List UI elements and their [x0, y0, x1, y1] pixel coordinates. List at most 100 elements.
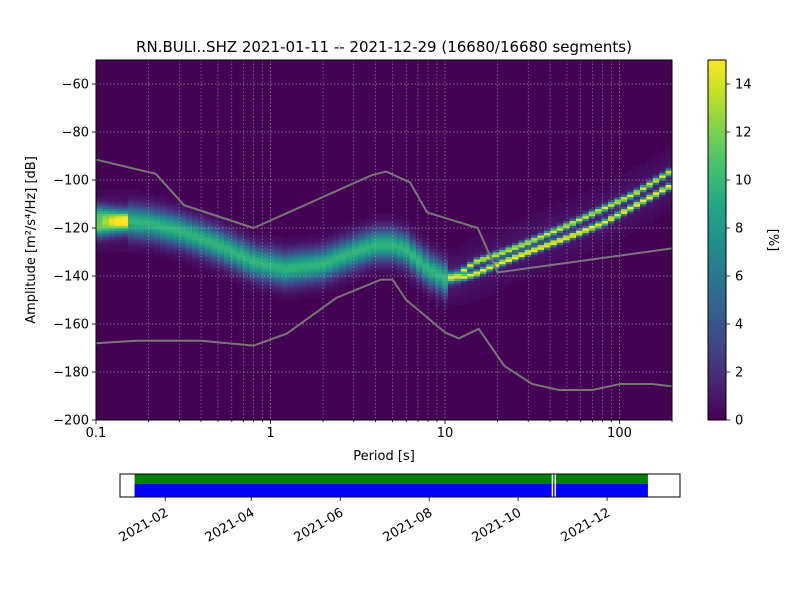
density-cell — [102, 220, 110, 224]
density-cell — [563, 252, 570, 255]
density-cell — [185, 256, 193, 260]
density-cell — [460, 271, 468, 274]
density-cell — [294, 273, 302, 277]
density-cell — [204, 208, 212, 212]
density-cell — [582, 247, 590, 250]
density-cell — [313, 249, 321, 253]
density-cell — [633, 192, 641, 195]
density-cell — [377, 240, 385, 243]
density-cell — [377, 220, 385, 224]
density-cell — [620, 216, 628, 219]
density-cell — [160, 242, 167, 246]
density-cell — [480, 285, 487, 289]
density-cell — [403, 228, 410, 231]
density-cell — [326, 271, 334, 274]
density-cell — [172, 230, 180, 234]
density-cell — [185, 237, 193, 241]
density-cell — [102, 213, 110, 217]
density-cell — [512, 237, 519, 241]
density-cell — [659, 211, 666, 214]
density-cell — [172, 199, 180, 202]
density-cell — [192, 242, 199, 246]
density-cell — [307, 259, 314, 262]
density-cell — [403, 218, 410, 222]
density-cell — [320, 244, 327, 248]
density-cell — [396, 230, 404, 234]
density-cell — [435, 249, 442, 253]
y-axis-ticks: −60−80−100−120−140−160−180−200 — [53, 78, 96, 429]
density-cell — [345, 242, 353, 246]
density-cell — [422, 283, 430, 286]
density-cell — [556, 213, 564, 217]
density-cell — [275, 295, 282, 298]
density-cell — [147, 201, 154, 205]
density-cell — [614, 228, 622, 231]
density-cell — [499, 276, 506, 279]
density-cell — [352, 280, 359, 284]
density-cell — [275, 237, 282, 241]
density-cell — [633, 199, 641, 202]
density-cell — [614, 216, 622, 219]
density-cell — [377, 218, 385, 222]
density-cell — [531, 268, 538, 272]
density-cell — [576, 196, 583, 200]
density-cell — [339, 280, 346, 284]
density-cell — [448, 254, 455, 258]
density-cell — [300, 244, 308, 248]
density-cell — [102, 235, 110, 238]
density-cell — [505, 240, 513, 243]
density-cell — [320, 285, 327, 289]
density-cell — [108, 204, 116, 207]
density-cell — [467, 252, 474, 255]
density-cell — [556, 220, 564, 224]
density-cell — [166, 249, 174, 253]
density-cell — [243, 232, 250, 236]
density-cell — [454, 268, 462, 272]
density-cell — [224, 228, 231, 231]
density-cell — [480, 235, 487, 238]
density-cell — [102, 247, 110, 250]
density-cell — [300, 254, 308, 258]
density-cell — [595, 247, 602, 250]
density-cell — [134, 201, 142, 205]
density-cell — [358, 278, 366, 282]
density-cell — [396, 271, 404, 274]
density-cell — [96, 220, 103, 224]
density-cell — [352, 254, 359, 258]
density-cell — [627, 196, 634, 200]
density-cell — [313, 290, 321, 294]
density-cell — [480, 266, 487, 270]
density-cell — [467, 244, 474, 248]
density-cell — [134, 216, 142, 219]
density-cell — [230, 223, 238, 226]
density-cell — [211, 230, 218, 234]
density-cell — [441, 264, 449, 267]
density-cell — [172, 223, 180, 226]
density-cell — [595, 230, 602, 234]
density-cell — [435, 266, 442, 270]
density-cell — [409, 223, 417, 226]
density-cell — [640, 172, 647, 176]
density-cell — [115, 232, 122, 236]
density-cell — [499, 232, 506, 236]
density-cell — [300, 259, 308, 262]
density-cell — [652, 216, 660, 219]
density-cell — [646, 180, 654, 183]
density-cell — [128, 211, 135, 214]
density-cell — [480, 249, 487, 253]
density-cell — [569, 259, 577, 262]
density-cell — [396, 273, 404, 277]
density-cell — [358, 273, 366, 277]
density-cell — [332, 280, 340, 284]
density-cell — [300, 247, 308, 250]
density-cell — [595, 194, 602, 198]
density-cell — [576, 232, 583, 236]
density-cell — [531, 228, 538, 231]
density-cell — [345, 283, 353, 286]
density-cell — [544, 235, 551, 238]
density-cell — [121, 247, 129, 250]
density-cell — [230, 235, 238, 238]
density-cell — [652, 204, 660, 207]
density-cell — [403, 273, 410, 277]
density-cell — [134, 237, 142, 241]
